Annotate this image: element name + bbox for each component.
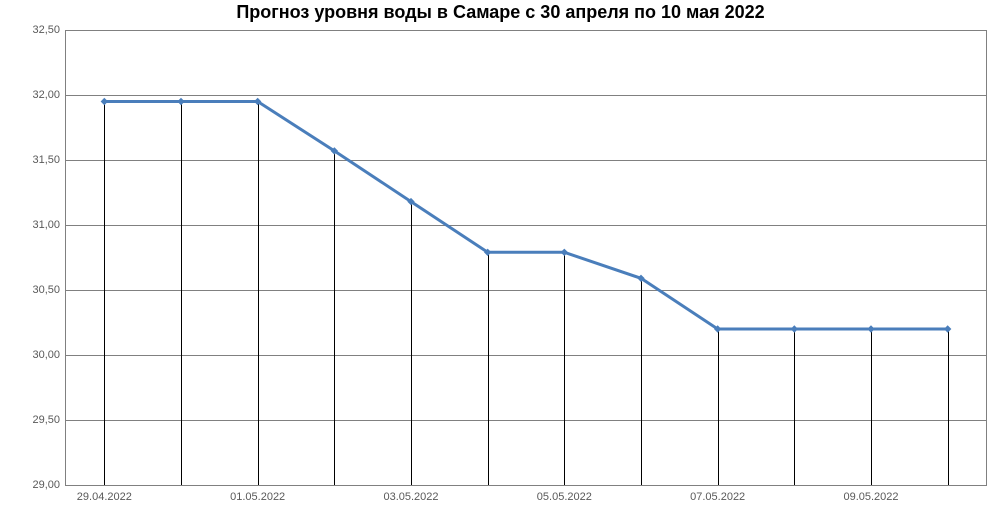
chart-title: Прогноз уровня воды в Самаре с 30 апреля…	[0, 2, 1001, 23]
chart-container: Прогноз уровня воды в Самаре с 30 апреля…	[0, 0, 1001, 522]
y-tick-label: 32,50	[32, 24, 66, 36]
data-marker	[791, 326, 797, 332]
x-tick-label: 05.05.2022	[537, 485, 592, 503]
data-line	[104, 102, 947, 330]
x-tick-label: 01.05.2022	[230, 485, 285, 503]
y-tick-label: 29,50	[32, 414, 66, 426]
x-tick-label: 09.05.2022	[843, 485, 898, 503]
y-tick-label: 30,00	[32, 349, 66, 361]
x-tick-label: 29.04.2022	[77, 485, 132, 503]
data-marker	[945, 326, 951, 332]
y-tick-label: 29,00	[32, 479, 66, 491]
y-tick-label: 32,00	[32, 89, 66, 101]
data-marker	[868, 326, 874, 332]
y-tick-label: 31,00	[32, 219, 66, 231]
y-tick-label: 31,50	[32, 154, 66, 166]
data-marker	[178, 99, 184, 105]
x-tick-label: 07.05.2022	[690, 485, 745, 503]
line-layer	[66, 30, 986, 485]
plot-area: 29,0029,5030,0030,5031,0031,5032,0032,50…	[65, 30, 987, 486]
x-tick-label: 03.05.2022	[383, 485, 438, 503]
data-marker	[101, 99, 107, 105]
y-tick-label: 30,50	[32, 284, 66, 296]
